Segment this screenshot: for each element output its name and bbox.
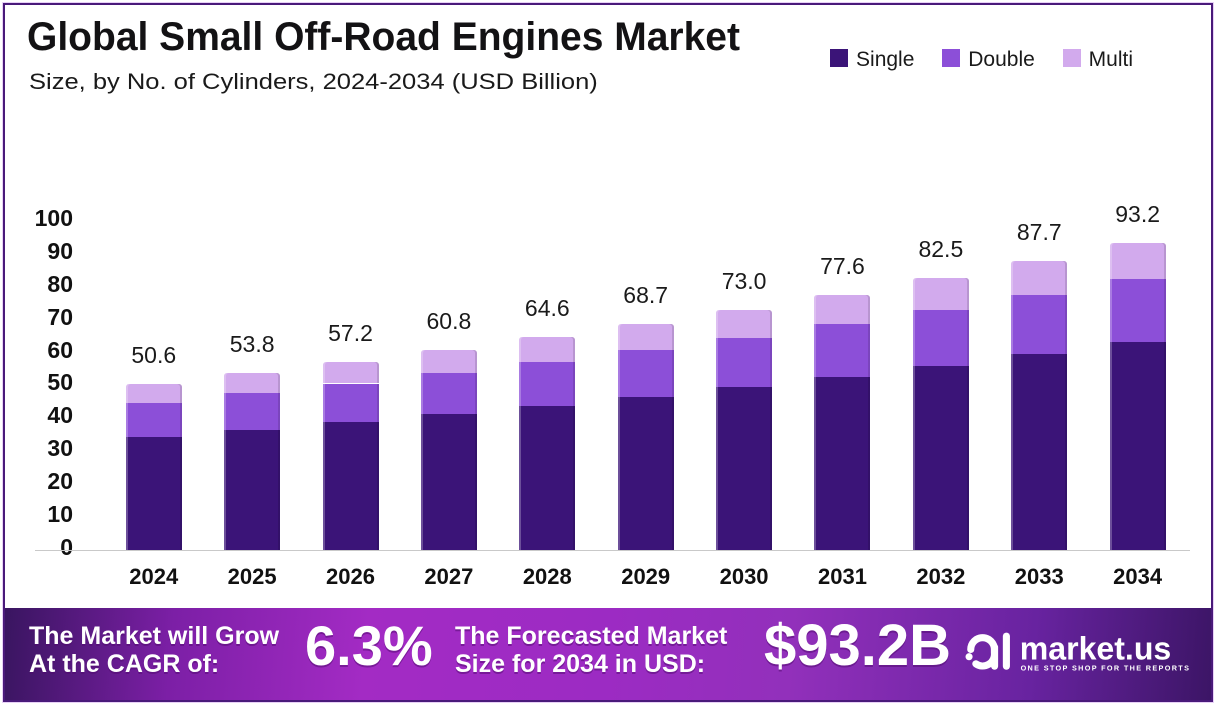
svg-text:ONE STOP SHOP FOR THE REPORTS: ONE STOP SHOP FOR THE REPORTS [1021, 664, 1191, 673]
svg-text:market.us: market.us [1020, 631, 1172, 667]
